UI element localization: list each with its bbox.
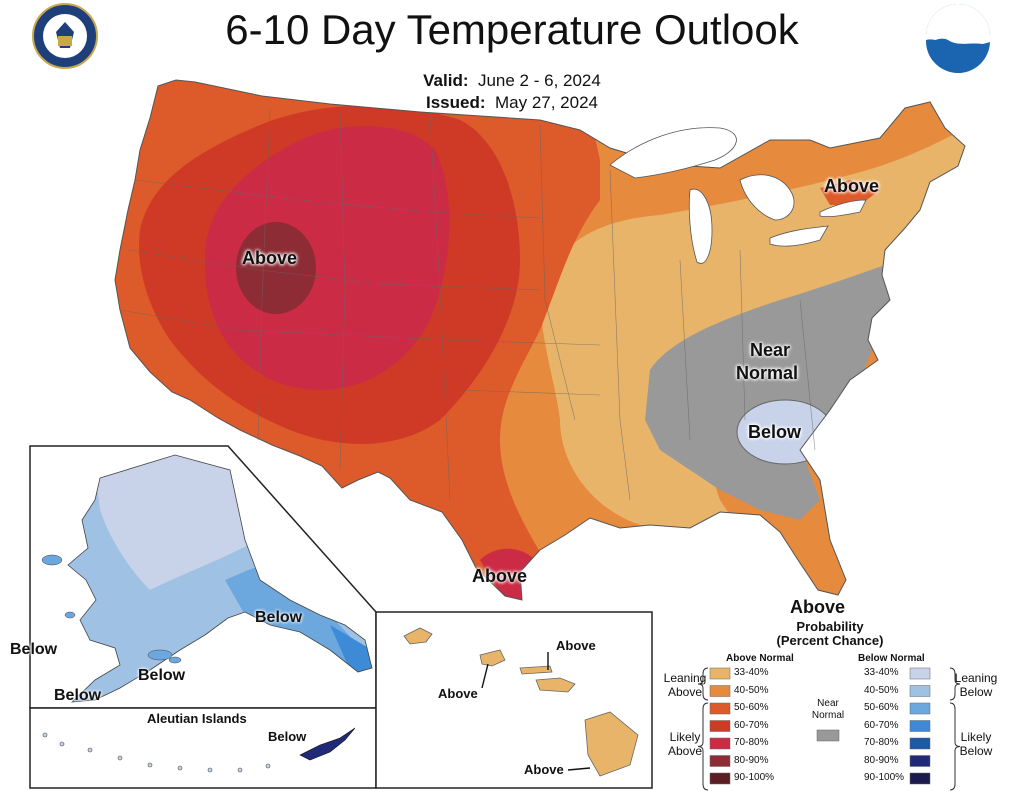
legend-range-below-2: 50-60%	[864, 702, 899, 713]
legend-swatch-above-5	[709, 755, 731, 767]
legend-swatch-above-6	[709, 772, 731, 785]
legend-leaning-below: Leaning Below	[950, 671, 1002, 699]
conus-regions	[115, 80, 965, 600]
legend-range-below-4: 70-80%	[864, 737, 899, 748]
alaska-islands	[41, 554, 182, 664]
valid-label: Valid:	[423, 71, 469, 90]
legend-swatch-above-0	[709, 667, 731, 680]
legend-swatch-below-1	[909, 685, 931, 697]
doc-seal-icon	[32, 3, 98, 69]
legend-likely-above-2: Above	[667, 744, 703, 758]
legend-likely-below: Likely Below	[950, 730, 1002, 758]
legend-leaning-below-2: Below	[959, 685, 993, 699]
legend-brace-0	[697, 667, 709, 701]
legend-range-above-1: 40-50%	[734, 684, 769, 696]
legend-leaning-above-2: Above	[667, 685, 703, 699]
legend-swatch-above-3	[709, 720, 731, 732]
legend-swatch-above-1	[709, 685, 731, 697]
valid-issued: Valid: June 2 - 6, 2024 Issued: May 27, …	[0, 70, 1024, 114]
issued-date: May 27, 2024	[494, 93, 598, 112]
legend-near-1: Near	[817, 698, 839, 709]
conus-outline	[114, 79, 966, 601]
label-alaska-below-w: Below	[10, 641, 58, 658]
label-hawaii-above-3: Above	[524, 762, 564, 777]
legend-swatch-above-4	[709, 737, 731, 750]
label-above-texas: Above	[472, 566, 528, 586]
legend-title: Probability	[796, 619, 864, 634]
legend-below-header: Below Normal	[858, 653, 925, 664]
legend-near-2: Normal	[811, 710, 845, 721]
legend-range-below-0: 33-40%	[864, 667, 899, 678]
legend-range-below-6: 90-100%	[864, 772, 905, 783]
label-alaska-below-pen: Below	[138, 667, 186, 684]
legend-range-above-4: 70-80%	[734, 737, 769, 748]
legend-swatch-below-2	[909, 702, 931, 715]
label-aleutian-below: Below	[268, 729, 307, 744]
label-alaska-below-sw: Below	[54, 687, 102, 704]
legend-range-above-3: 60-70%	[734, 719, 769, 731]
aleutian-title: Aleutian Islands	[147, 711, 247, 726]
legend-swatch-below-6	[909, 772, 931, 785]
page-title: 6-10 Day Temperature Outlook	[225, 6, 799, 53]
noaa-logo-icon: NOAA	[925, 4, 990, 74]
legend-swatch-below-3	[909, 720, 931, 732]
legend-range-below-3: 60-70%	[864, 719, 899, 731]
legend-swatch-below-0	[909, 667, 931, 680]
great-lakes	[609, 127, 867, 264]
legend-leaning-below-1: Leaning	[954, 671, 998, 685]
legend-likely-below-1: Likely	[960, 730, 992, 744]
legend-likely-below-2: Below	[959, 744, 993, 758]
label-above-west: Above	[242, 248, 298, 268]
legend-swatch-near	[816, 729, 840, 742]
label-hawaii-above-2: Above	[438, 686, 478, 701]
label-alaska-below-se: Below	[255, 609, 303, 626]
legend-range-above-6: 90-100%	[734, 772, 775, 783]
legend-above-header: Above Normal	[726, 653, 794, 664]
aleutian-east-islands	[299, 727, 356, 761]
legend-brace-1	[697, 702, 709, 791]
aleutian-islands	[42, 732, 271, 773]
legend-brace-3	[949, 702, 961, 791]
legend-swatch-below-5	[909, 755, 931, 767]
legend-likely-above: Likely Above	[660, 730, 710, 758]
legend-swatch-below-4	[909, 737, 931, 750]
legend-range-above-0: 33-40%	[734, 667, 769, 678]
label-above-florida: Above	[790, 597, 846, 617]
label-hawaii-above-1: Above	[556, 638, 596, 653]
label-near-normal-1: Near	[750, 340, 791, 360]
valid-dates: June 2 - 6, 2024	[477, 71, 601, 90]
state-lines	[119, 109, 816, 501]
legend-swatch-above-2	[709, 702, 731, 715]
issued-label: Issued:	[426, 93, 486, 112]
legend-range-above-2: 50-60%	[734, 702, 769, 713]
legend-near-normal: Near Normal	[802, 698, 854, 722]
legend-brace-2	[949, 667, 961, 701]
legend-swatches	[697, 667, 961, 791]
label-below-southeast: Below	[748, 422, 802, 442]
legend-leaning-above-1: Leaning	[663, 671, 707, 685]
alaska-outline	[67, 454, 373, 703]
svg-text:NOAA: NOAA	[942, 15, 974, 27]
hawaii-pointer-lines	[481, 652, 591, 771]
legend-range-below-5: 80-90%	[864, 754, 899, 766]
legend-likely-above-1: Likely	[669, 730, 701, 744]
label-above-northeast: Above	[824, 176, 880, 196]
legend-subtitle: (Percent Chance)	[776, 633, 884, 648]
legend-range-below-1: 40-50%	[864, 684, 899, 696]
legend-leaning-above: Leaning Above	[660, 671, 710, 699]
hawaii-islands	[403, 627, 639, 777]
legend-range-above-5: 80-90%	[734, 754, 769, 766]
label-near-normal-2: Normal	[736, 363, 799, 383]
